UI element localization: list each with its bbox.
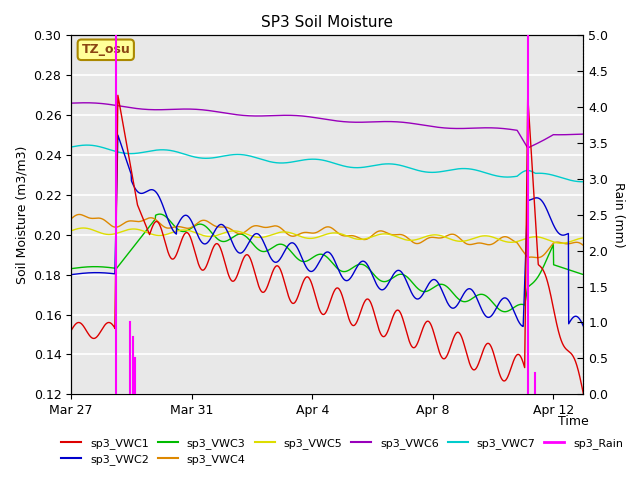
sp3_VWC1 (307, 277, 314, 283)
sp3_VWC1 (114, 93, 122, 98)
sp3_VWC6 (307, 114, 314, 120)
sp3_VWC7 (162, 147, 170, 153)
sp3_VWC2 (114, 132, 122, 138)
sp3_VWC3 (501, 309, 509, 314)
sp3_VWC7 (153, 147, 161, 153)
sp3_VWC6 (524, 145, 532, 151)
sp3_VWC4 (335, 230, 342, 236)
sp3_VWC3 (357, 262, 365, 267)
sp3_VWC5 (79, 225, 87, 231)
sp3_VWC3 (580, 272, 588, 277)
sp3_VWC1 (153, 218, 161, 224)
sp3_VWC6 (357, 120, 365, 125)
sp3_VWC2 (67, 272, 75, 277)
Text: Time: Time (558, 415, 589, 428)
sp3_VWC6 (162, 107, 170, 112)
Line: sp3_VWC4: sp3_VWC4 (71, 215, 584, 258)
sp3_VWC3 (162, 214, 170, 219)
Line: sp3_VWC2: sp3_VWC2 (71, 135, 584, 326)
sp3_VWC3 (67, 266, 75, 272)
sp3_VWC2 (580, 324, 588, 329)
sp3_VWC5 (307, 236, 314, 241)
sp3_VWC5 (357, 237, 365, 242)
sp3_VWC6 (67, 100, 75, 106)
sp3_VWC7 (307, 156, 314, 162)
sp3_VWC5 (67, 228, 75, 234)
Line: sp3_VWC3: sp3_VWC3 (71, 214, 584, 312)
sp3_VWC1 (357, 307, 365, 313)
sp3_VWC4 (534, 255, 541, 261)
sp3_VWC4 (153, 217, 161, 223)
Text: TZ_osu: TZ_osu (81, 43, 130, 56)
sp3_VWC7 (579, 179, 587, 185)
sp3_VWC5 (335, 230, 342, 236)
sp3_VWC5 (153, 232, 161, 238)
sp3_VWC4 (67, 216, 75, 222)
sp3_VWC6 (153, 107, 161, 113)
Y-axis label: Rain (mm): Rain (mm) (612, 182, 625, 248)
sp3_VWC5 (162, 232, 170, 238)
sp3_VWC6 (477, 125, 485, 131)
sp3_VWC3 (156, 211, 164, 217)
sp3_VWC2 (153, 190, 161, 196)
sp3_VWC1 (335, 286, 342, 291)
sp3_VWC6 (580, 131, 588, 137)
Line: sp3_VWC5: sp3_VWC5 (71, 228, 584, 243)
sp3_VWC6 (335, 118, 342, 124)
sp3_VWC4 (477, 240, 485, 246)
sp3_VWC4 (162, 225, 170, 230)
sp3_VWC4 (76, 212, 83, 217)
Line: sp3_VWC1: sp3_VWC1 (71, 96, 584, 394)
sp3_VWC7 (335, 162, 342, 168)
sp3_VWC5 (477, 233, 485, 239)
sp3_VWC2 (162, 211, 170, 216)
sp3_VWC3 (307, 256, 314, 262)
sp3_VWC7 (477, 168, 485, 174)
sp3_VWC4 (580, 243, 588, 249)
Y-axis label: Soil Moisture (m3/m3): Soil Moisture (m3/m3) (15, 145, 28, 284)
sp3_VWC3 (335, 266, 342, 272)
sp3_VWC1 (477, 353, 485, 359)
sp3_VWC4 (357, 236, 365, 242)
sp3_VWC1 (162, 242, 170, 248)
Legend: sp3_VWC1, sp3_VWC2, sp3_VWC3, sp3_VWC4, sp3_VWC5, sp3_VWC6, sp3_VWC7, sp3_Rain: sp3_VWC1, sp3_VWC2, sp3_VWC3, sp3_VWC4, … (57, 433, 628, 469)
sp3_VWC2 (477, 306, 485, 312)
Line: sp3_VWC7: sp3_VWC7 (71, 145, 584, 182)
sp3_VWC1 (67, 327, 75, 333)
sp3_VWC5 (557, 240, 565, 246)
sp3_VWC7 (83, 142, 91, 148)
sp3_VWC2 (307, 268, 314, 274)
sp3_VWC5 (580, 235, 588, 241)
sp3_VWC7 (357, 165, 365, 170)
sp3_VWC2 (335, 267, 342, 273)
sp3_VWC6 (82, 100, 90, 106)
sp3_VWC1 (580, 391, 588, 397)
sp3_VWC3 (153, 212, 161, 218)
sp3_VWC3 (477, 291, 485, 297)
sp3_VWC2 (357, 259, 365, 264)
sp3_VWC7 (67, 144, 75, 150)
sp3_VWC7 (580, 179, 588, 185)
sp3_VWC4 (307, 230, 314, 236)
Line: sp3_VWC6: sp3_VWC6 (71, 103, 584, 148)
Title: SP3 Soil Moisture: SP3 Soil Moisture (261, 15, 394, 30)
sp3_VWC2 (519, 324, 527, 329)
